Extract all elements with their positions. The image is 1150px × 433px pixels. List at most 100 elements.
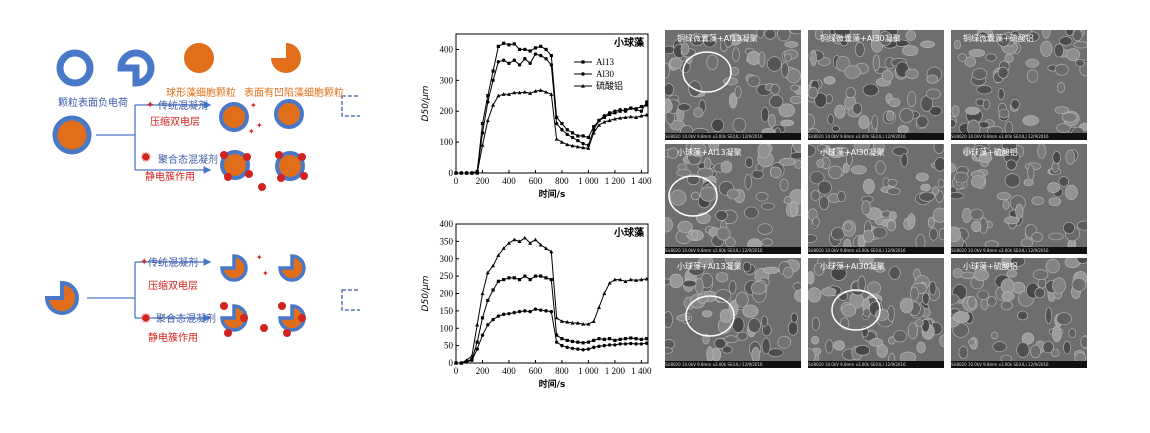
sem-label: 小球藻+Al13凝聚 xyxy=(677,148,742,157)
sem-cell xyxy=(887,187,901,196)
sem-cell xyxy=(723,335,739,343)
data-point xyxy=(528,91,533,95)
legend-marker xyxy=(581,60,585,64)
y-tick-label: 200 xyxy=(440,289,454,299)
sem-cell xyxy=(665,346,673,355)
sem-cell xyxy=(814,92,827,108)
concave-coated-particle xyxy=(44,280,79,315)
y-tick-label: 50 xyxy=(444,341,454,351)
data-point xyxy=(644,100,649,104)
sem-cell xyxy=(1045,307,1052,324)
data-point xyxy=(581,145,586,150)
sem-cell xyxy=(965,106,980,115)
sem-cell xyxy=(677,221,693,234)
sem-info: SU8020 10.0kV 9.8mm x3.00k SE(UL) 12/9/2… xyxy=(665,247,801,254)
series-line xyxy=(456,308,647,364)
sem-cell xyxy=(769,94,784,109)
data-point xyxy=(570,143,575,148)
sem-cell xyxy=(789,189,801,204)
sem-cell xyxy=(1027,164,1035,181)
sem-cell xyxy=(665,278,671,286)
sem-cell xyxy=(933,144,944,154)
sem-cell xyxy=(1059,36,1073,46)
sem-cell xyxy=(808,234,818,243)
sem-cell xyxy=(697,167,714,178)
chart-bottom: 0 200 400 600 800 1 000 1 200 1 400 0 50 100 150 200… xyxy=(418,218,663,403)
sem-cell xyxy=(814,30,824,40)
sem-cell xyxy=(985,53,997,62)
data-point xyxy=(544,57,548,61)
data-point xyxy=(480,131,485,135)
data-point xyxy=(533,52,538,56)
sem-cell xyxy=(937,178,944,188)
sem-cell xyxy=(724,35,733,48)
sem-cell xyxy=(916,341,926,354)
data-point xyxy=(570,131,575,135)
sem-cell xyxy=(996,192,1011,201)
sem-cell xyxy=(926,88,941,100)
sem-cell xyxy=(1052,151,1061,164)
sem-cell xyxy=(951,163,956,173)
sem-cell xyxy=(808,144,817,157)
sem-cell xyxy=(858,115,870,129)
sem-cell xyxy=(730,259,739,271)
y-tick-label: 0 xyxy=(449,358,454,368)
dashed-arrow-top xyxy=(341,82,411,130)
data-point xyxy=(538,88,543,92)
data-point xyxy=(475,340,479,344)
data-point xyxy=(613,343,617,347)
svg-text:✦: ✦ xyxy=(256,253,263,262)
data-point xyxy=(533,274,538,278)
sem-cell xyxy=(714,338,727,349)
sem-cell xyxy=(690,144,707,157)
sem-cell xyxy=(905,68,919,79)
sem-cell xyxy=(786,68,801,84)
data-point xyxy=(507,311,511,316)
data-point xyxy=(565,142,570,147)
sem-cell xyxy=(1023,178,1034,187)
sem-cell xyxy=(986,296,997,307)
sem-cell xyxy=(872,30,880,40)
data-point xyxy=(623,279,628,283)
sem-cell xyxy=(812,216,820,227)
x-tick-label: 600 xyxy=(529,176,543,186)
data-point xyxy=(576,347,580,351)
data-point xyxy=(501,58,506,62)
data-point xyxy=(623,337,628,341)
data-point xyxy=(644,276,649,281)
sem-cell xyxy=(862,83,879,97)
sem-cell xyxy=(735,291,749,308)
data-point xyxy=(607,111,612,115)
sem-cell xyxy=(854,345,871,356)
chart-top-svg: 0 200 400 600 800 1 000 1 200 1 400 0 100 200 300 40… xyxy=(421,33,652,200)
data-point xyxy=(469,354,474,358)
sem-cell xyxy=(768,113,776,128)
sem-cell xyxy=(872,144,885,154)
data-point xyxy=(522,235,527,240)
sem-cell xyxy=(665,311,673,328)
x-tick-label: 1 400 xyxy=(631,176,652,186)
sem-cell xyxy=(767,348,784,357)
label-compress-double-layer-2: 压缩双电层 xyxy=(148,281,198,292)
sem-texture xyxy=(951,144,1087,254)
sem-cell xyxy=(817,180,832,195)
sem-cell xyxy=(761,337,771,355)
data-point xyxy=(639,277,644,282)
sem-cell xyxy=(767,56,782,72)
sem-cell xyxy=(1075,59,1085,67)
data-point xyxy=(560,128,564,132)
data-point xyxy=(517,63,522,67)
sem-cell xyxy=(893,330,907,343)
sem-cell xyxy=(977,31,989,43)
data-point xyxy=(570,135,575,140)
sem-cell xyxy=(744,157,754,168)
label-electrostatic-patch-2: 静电簇作用 xyxy=(148,333,198,344)
sem-cell xyxy=(746,50,761,65)
sem-cell xyxy=(827,114,835,125)
data-point xyxy=(469,171,474,175)
highlight-circle xyxy=(685,295,735,337)
sem-cell xyxy=(762,266,780,274)
sem-cell xyxy=(1010,258,1026,267)
sem-cell xyxy=(951,226,961,243)
data-point xyxy=(496,44,500,48)
